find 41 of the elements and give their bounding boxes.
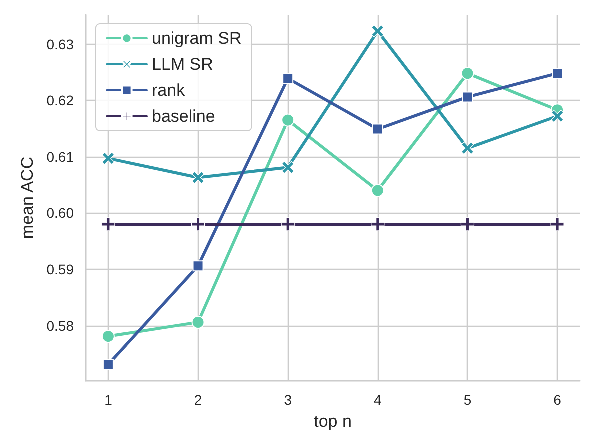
legend-label: baseline <box>152 107 216 126</box>
point <box>551 110 564 123</box>
y-tick-label: 0.60 <box>46 205 74 222</box>
point <box>102 218 116 232</box>
point <box>282 161 294 174</box>
y-tick-label: 0.59 <box>46 262 74 278</box>
x-tick-label: 1 <box>104 392 113 408</box>
y-axis-title: mean ACC <box>18 156 37 240</box>
y-tick-label: 0.62 <box>46 92 74 109</box>
point <box>282 73 294 84</box>
point <box>462 92 474 103</box>
x-tick-label: 3 <box>284 392 292 408</box>
x-tick-label: 4 <box>374 392 382 408</box>
legend-label: rank <box>152 81 186 100</box>
point <box>191 218 206 232</box>
y-tick-label: 0.58 <box>46 318 74 334</box>
legend-label: unigram SR <box>152 29 242 48</box>
point <box>371 184 384 198</box>
point <box>192 171 205 184</box>
legend-label: LLM SR <box>152 55 214 74</box>
x-axis-title: top n <box>314 412 352 431</box>
x-tick-label: 6 <box>554 392 562 408</box>
point <box>550 218 564 232</box>
point <box>192 260 204 272</box>
x-tick-label: 5 <box>464 392 472 408</box>
point <box>372 124 384 135</box>
point <box>460 218 475 232</box>
x-tick-label: 2 <box>194 392 202 408</box>
point <box>552 68 564 80</box>
y-tick-label: 0.61 <box>46 148 74 165</box>
point <box>281 218 295 232</box>
point <box>192 316 205 329</box>
point <box>282 114 295 127</box>
point <box>461 142 474 155</box>
point <box>372 25 384 38</box>
point <box>102 152 115 165</box>
point <box>102 359 114 370</box>
y-tick-label: 0.63 <box>46 36 74 52</box>
point <box>102 330 115 344</box>
point <box>371 218 385 232</box>
point <box>461 67 474 80</box>
